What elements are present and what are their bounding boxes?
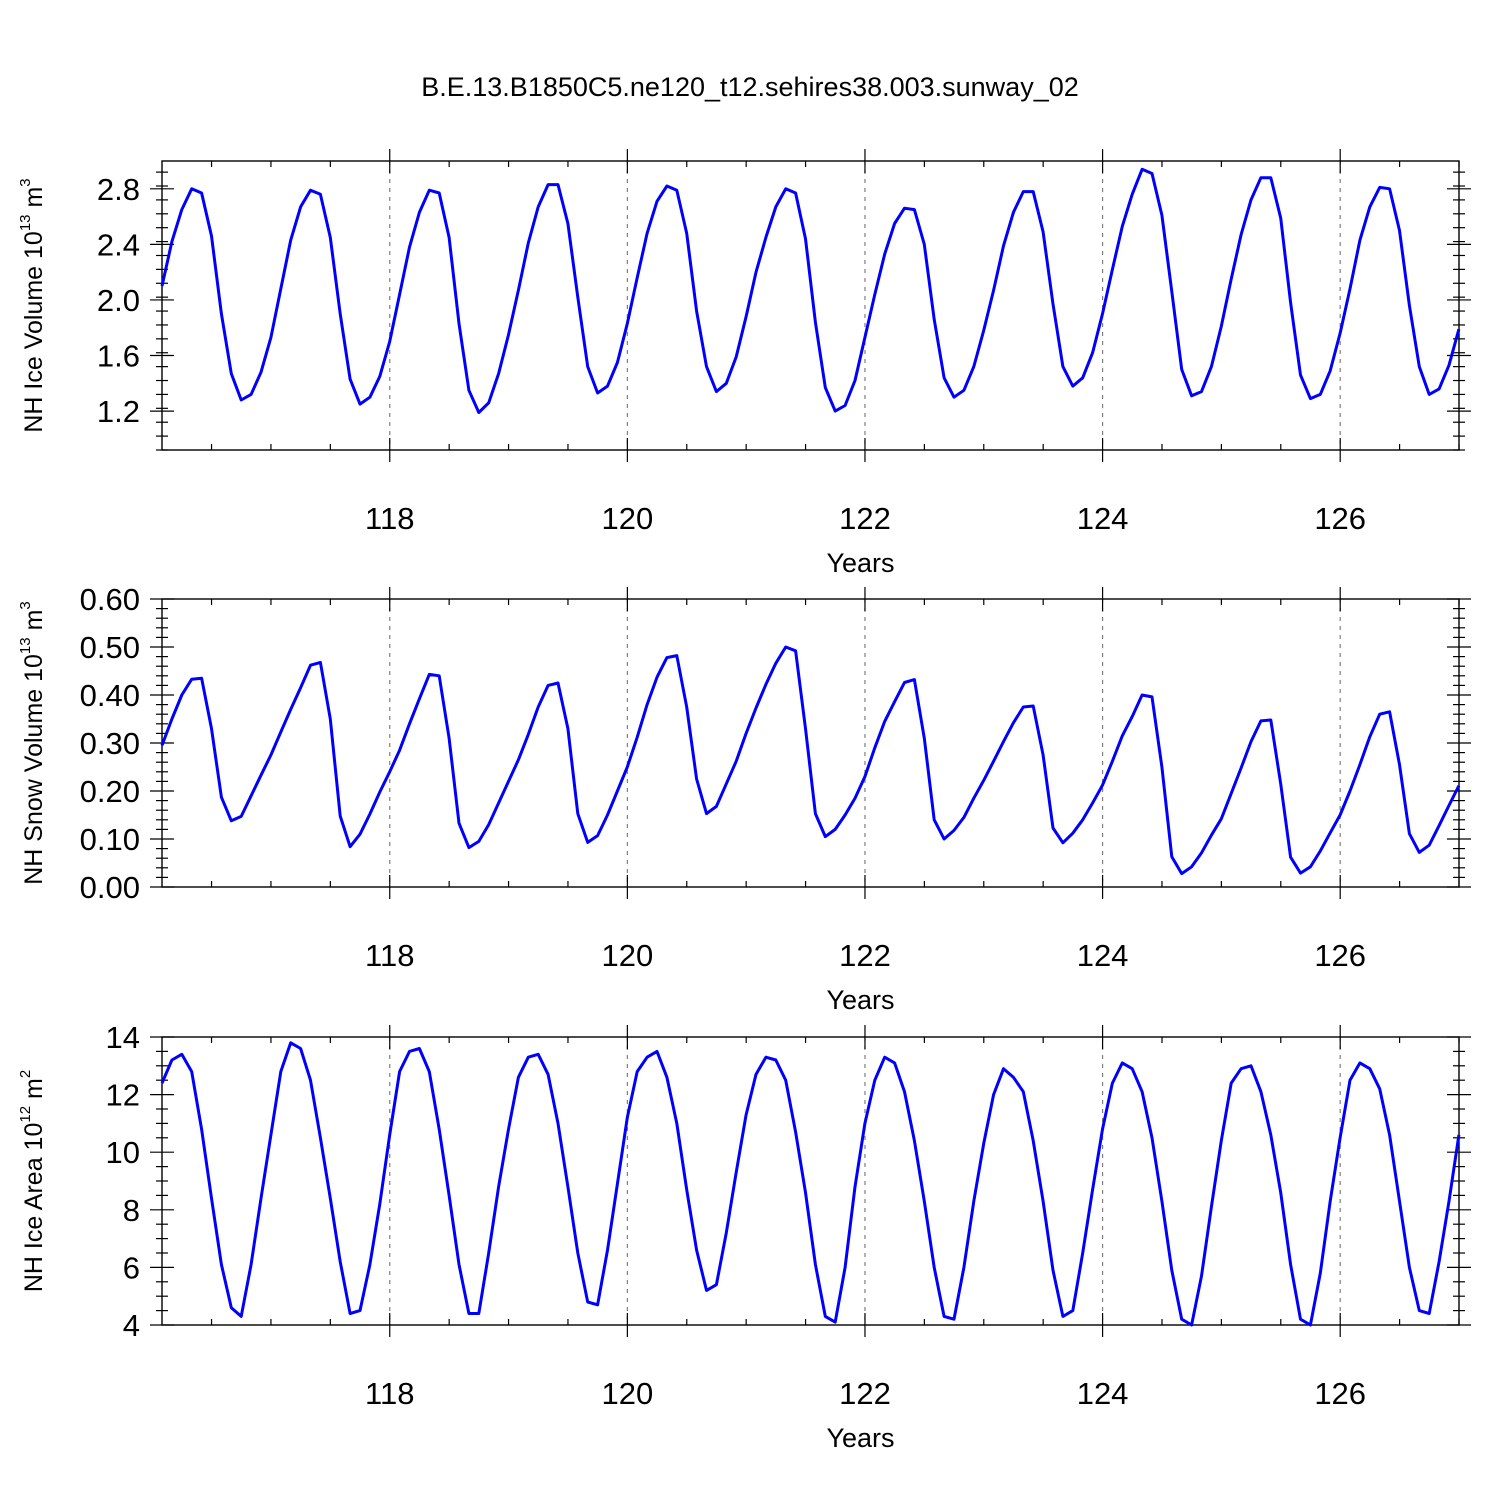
x-tick-label: 126 — [1314, 501, 1366, 536]
y-tick-label: 0.00 — [80, 870, 140, 905]
x-tick-label: 118 — [365, 1376, 414, 1411]
y-tick-label: 0.20 — [80, 774, 140, 809]
x-tick-label: 124 — [1077, 938, 1129, 973]
y-tick-label: 0.30 — [80, 726, 140, 761]
figure-title: B.E.13.B1850C5.ne120_t12.sehires38.003.s… — [421, 72, 1079, 102]
y-axis-label: NH Ice Volume 1013 m3 — [17, 178, 48, 432]
y-tick-label: 12 — [106, 1078, 140, 1113]
y-tick-label: 1.2 — [97, 394, 140, 429]
y-tick-label: 6 — [123, 1250, 140, 1285]
x-tick-label: 118 — [365, 501, 414, 536]
series-line — [160, 645, 1461, 876]
y-tick-label: 0.40 — [80, 678, 140, 713]
plot-frame — [161, 160, 1460, 451]
x-tick-label: 124 — [1077, 1376, 1129, 1411]
y-tick-label: 4 — [123, 1308, 140, 1343]
x-tick-label: 120 — [601, 938, 653, 973]
y-tick-label: 0.10 — [80, 822, 140, 857]
y-tick-label: 2.0 — [97, 283, 140, 318]
x-tick-label: 122 — [839, 1376, 891, 1411]
x-tick-label: 122 — [839, 938, 891, 973]
x-axis-label: Years — [826, 985, 894, 1015]
y-tick-label: 10 — [106, 1135, 140, 1170]
series-line — [160, 167, 1461, 414]
x-tick-label: 120 — [601, 1376, 653, 1411]
y-tick-label: 2.4 — [97, 227, 140, 262]
x-tick-label: 122 — [839, 501, 891, 536]
y-axis-label: NH Snow Volume 1013 m3 — [17, 601, 48, 885]
x-axis-label: Years — [826, 1423, 894, 1453]
y-tick-label: 0.50 — [80, 630, 140, 665]
plot-frame — [161, 1036, 1460, 1326]
y-tick-label: 0.60 — [80, 582, 140, 617]
panel-1: 118 120 122 124 126 1.2 1.6 2.0 2.4 2.8 Years NH Ic… — [17, 149, 1471, 578]
y-tick-label: 2.8 — [97, 172, 140, 207]
panel-3: 118 120 122 124 126 4 6 8 10 12 14 Years NH Ice Area… — [17, 1020, 1471, 1453]
x-axis-label: Years — [826, 548, 894, 578]
y-axis-label: NH Ice Area 1012 m2 — [17, 1070, 48, 1292]
series-line — [160, 1041, 1461, 1327]
y-tick-label: 1.6 — [97, 339, 140, 374]
x-tick-label: 126 — [1314, 1376, 1366, 1411]
x-tick-label: 126 — [1314, 938, 1366, 973]
y-tick-label: 8 — [123, 1193, 140, 1228]
panel-2: 118 120 122 124 126 0.00 0.10 0.20 0.30 0.40 0.50 0… — [17, 582, 1471, 1015]
x-tick-label: 120 — [601, 501, 653, 536]
x-tick-label: 118 — [365, 938, 414, 973]
plot-frame — [161, 598, 1460, 888]
x-tick-label: 124 — [1077, 501, 1129, 536]
y-tick-label: 14 — [106, 1020, 140, 1055]
